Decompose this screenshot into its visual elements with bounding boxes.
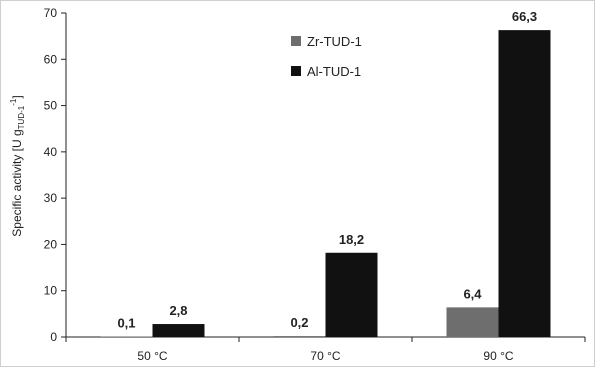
legend-label-al-tud-1: Al-TUD-1 (307, 64, 361, 79)
y-tick-label: 30 (44, 191, 58, 205)
y-tick-label: 20 (44, 237, 58, 251)
legend-swatch-zr-tud-1 (291, 36, 301, 46)
data-label-zr-tud-1: 0,1 (117, 316, 135, 331)
x-tick-label: 50 °C (137, 349, 167, 363)
bar-al-tud-1 (498, 30, 551, 338)
bar-al-tud-1 (325, 252, 378, 337)
y-ticks: 0 10 20 30 40 50 60 70 (44, 6, 66, 344)
bar-al-tud-1 (152, 324, 205, 337)
legend-swatch-al-tud-1 (291, 66, 301, 76)
bar-zr-tud-1 (273, 336, 326, 337)
data-label-al-tud-1: 2,8 (169, 303, 187, 318)
y-tick-label: 10 (44, 284, 58, 298)
y-axis-title-sup: -1 (9, 98, 18, 106)
y-tick-label: 0 (50, 330, 57, 344)
y-axis-title-main: Specific activity [U g (10, 129, 24, 236)
y-axis-title: Specific activity [U gTUD-1-1] (9, 95, 26, 236)
y-tick-label: 50 (44, 99, 58, 113)
y-axis-title-sub: TUD-1 (17, 105, 26, 129)
data-label-zr-tud-1: 0,2 (290, 315, 308, 330)
bars (100, 30, 551, 338)
x-ticks: 50 °C 70 °C 90 °C (65, 337, 586, 363)
x-tick-label: 90 °C (483, 349, 513, 363)
y-axis-title-end: ] (10, 95, 24, 98)
data-label-al-tud-1: 18,2 (339, 232, 364, 247)
y-tick-label: 70 (44, 6, 58, 20)
y-tick-label: 40 (44, 145, 58, 159)
data-label-zr-tud-1: 6,4 (463, 286, 482, 301)
y-tick-label: 60 (44, 52, 58, 66)
x-tick-label: 70 °C (310, 349, 340, 363)
legend: Zr-TUD-1 Al-TUD-1 (291, 34, 362, 79)
data-labels: 0,1 0,2 6,4 2,8 18,2 66,3 (117, 9, 537, 330)
legend-label-zr-tud-1: Zr-TUD-1 (307, 34, 362, 49)
data-label-al-tud-1: 66,3 (512, 9, 537, 24)
bar-zr-tud-1 (446, 307, 499, 337)
